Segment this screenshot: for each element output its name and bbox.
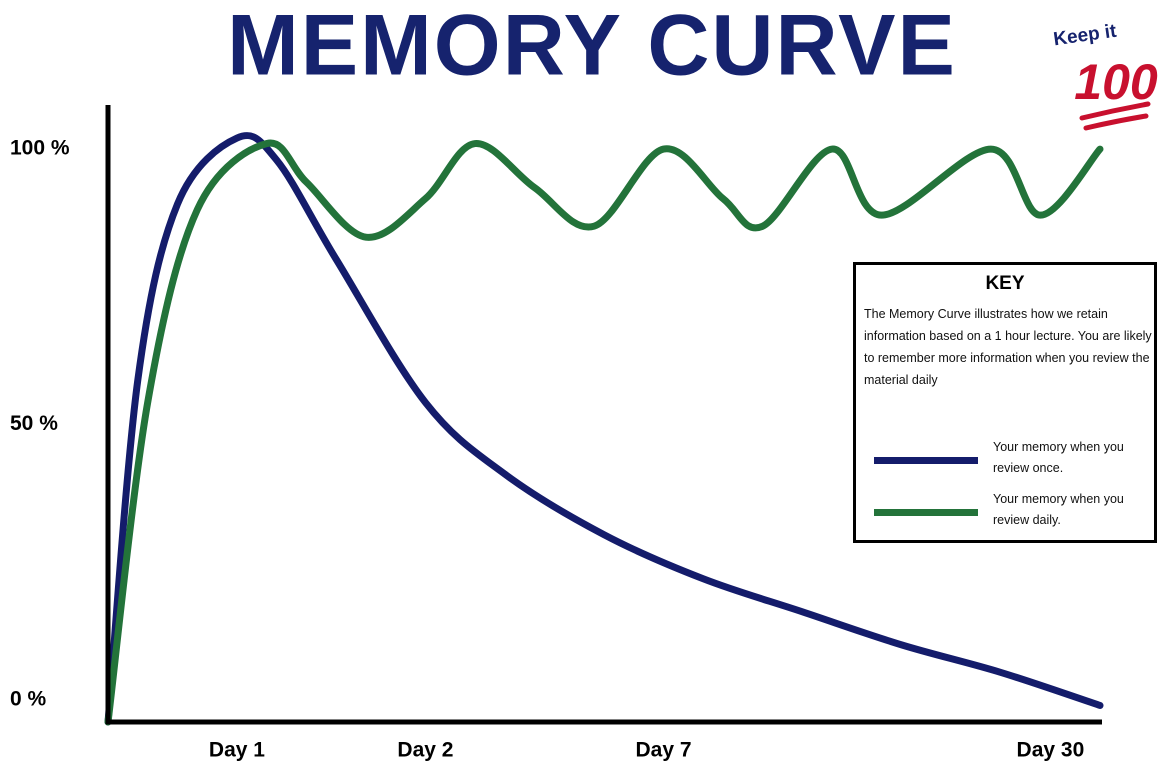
x-tick-label: Day 30 [1017,739,1085,762]
y-tick-label: 50 % [10,412,58,435]
line [104,139,1104,726]
legend-entry: Your memory when you review once. [993,440,1124,475]
line [104,132,1104,726]
chart-title: MEMORY CURVE [227,0,957,94]
badge-text: Keep it [1052,21,1118,51]
x-tick-label: Day 7 [635,739,691,762]
legend-swatch [874,457,978,464]
plot-area [104,132,1104,726]
legend: KEY The Memory Curve illustrates how we … [853,262,1157,543]
badge-underline [1079,101,1151,131]
badge-number: 100 [1074,54,1158,110]
legend-description: The Memory Curve illustrates how we reta… [864,307,1152,387]
legend-entry: Your memory when you review daily. [993,492,1124,527]
legend-title: KEY [985,273,1025,294]
y-tick-label: 0 % [10,688,47,711]
x-tick-label: Day 1 [209,739,265,762]
legend-swatch [874,509,978,516]
y-tick-label: 100 % [10,137,70,160]
x-tick-label: Day 2 [397,739,453,762]
